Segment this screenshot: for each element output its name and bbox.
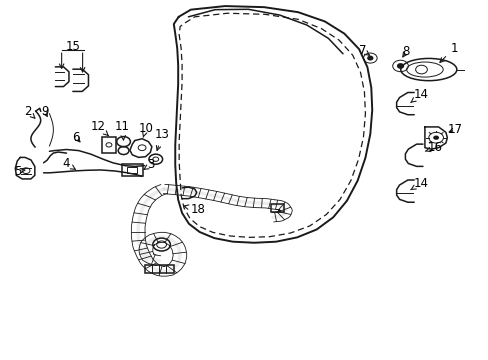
Bar bbox=[271, 204, 283, 212]
Text: 1: 1 bbox=[439, 41, 457, 62]
Text: 6: 6 bbox=[72, 131, 80, 144]
Text: 12: 12 bbox=[91, 120, 108, 136]
Text: 14: 14 bbox=[410, 88, 427, 103]
Text: 4: 4 bbox=[62, 157, 76, 170]
Bar bbox=[122, 163, 143, 176]
Text: 2: 2 bbox=[24, 105, 35, 118]
Text: 3: 3 bbox=[143, 158, 154, 171]
Text: 15: 15 bbox=[65, 40, 80, 53]
Text: 14: 14 bbox=[410, 177, 427, 190]
Text: 9: 9 bbox=[41, 105, 48, 118]
Bar bbox=[144, 265, 173, 273]
Text: 5: 5 bbox=[14, 165, 25, 177]
Bar bbox=[102, 137, 116, 153]
Text: 16: 16 bbox=[425, 141, 442, 154]
Circle shape bbox=[432, 135, 438, 140]
Bar bbox=[127, 167, 137, 173]
Text: 7: 7 bbox=[358, 44, 368, 57]
Text: 11: 11 bbox=[115, 121, 130, 140]
Text: 17: 17 bbox=[447, 123, 462, 136]
Circle shape bbox=[367, 56, 372, 60]
Text: 13: 13 bbox=[155, 127, 170, 150]
Text: 10: 10 bbox=[138, 122, 153, 137]
Text: 8: 8 bbox=[402, 45, 409, 58]
Circle shape bbox=[397, 64, 403, 68]
Text: 18: 18 bbox=[183, 203, 205, 216]
